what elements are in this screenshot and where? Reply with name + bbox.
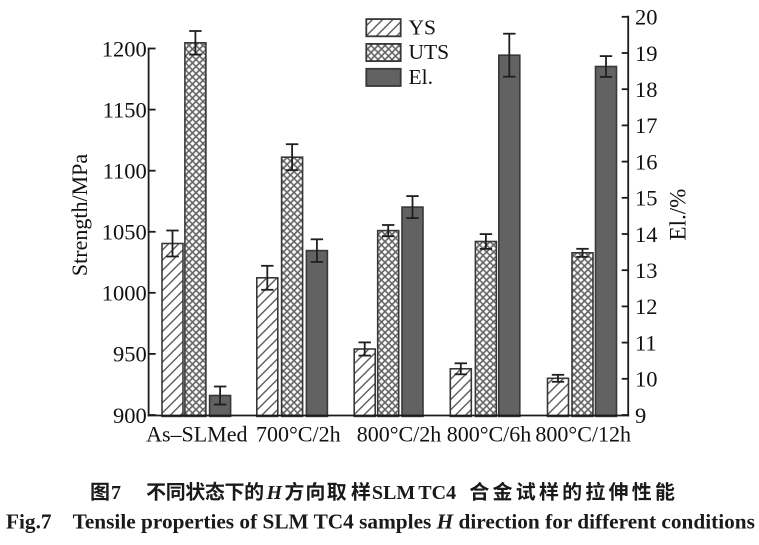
svg-text:18: 18	[635, 77, 658, 102]
svg-text:El.: El.	[409, 65, 433, 89]
svg-text:10: 10	[635, 367, 658, 392]
svg-text:1000: 1000	[102, 281, 147, 306]
svg-text:800°C/6h: 800°C/6h	[447, 422, 532, 447]
svg-text:19: 19	[635, 41, 658, 66]
svg-text:20: 20	[635, 5, 658, 30]
svg-text:1100: 1100	[103, 159, 147, 184]
svg-text:TC4: TC4	[418, 482, 456, 504]
svg-text:12: 12	[635, 294, 658, 319]
svg-text:900: 900	[113, 403, 147, 428]
svg-text:El./%: El./%	[665, 189, 690, 241]
svg-text:11: 11	[635, 330, 657, 355]
svg-text:13: 13	[635, 258, 658, 283]
svg-text:16: 16	[635, 149, 658, 174]
svg-text:1050: 1050	[102, 220, 147, 245]
svg-text:As–SLMed: As–SLMed	[146, 422, 247, 447]
svg-text:UTS: UTS	[409, 40, 450, 64]
svg-text:17: 17	[635, 113, 658, 138]
svg-text:YS: YS	[409, 15, 436, 39]
svg-text:SLM: SLM	[372, 482, 415, 504]
svg-text:700°C/2h: 700°C/2h	[256, 422, 341, 447]
svg-text:1150: 1150	[103, 97, 147, 122]
svg-text:15: 15	[635, 186, 658, 211]
svg-text:H: H	[266, 482, 284, 504]
svg-text:Tensile properties of SLM TC4: Tensile properties of SLM TC4 samples H …	[73, 510, 755, 534]
svg-text:Fig.7: Fig.7	[6, 510, 52, 534]
svg-text:950: 950	[113, 342, 147, 367]
svg-text:1200: 1200	[102, 36, 147, 61]
svg-text:Strength/MPa: Strength/MPa	[67, 154, 92, 276]
svg-text:7: 7	[111, 482, 121, 504]
svg-text:800°C/12h: 800°C/12h	[535, 422, 631, 447]
svg-text:14: 14	[635, 222, 658, 247]
svg-text:800°C/2h: 800°C/2h	[357, 422, 442, 447]
svg-text:9: 9	[635, 403, 646, 428]
